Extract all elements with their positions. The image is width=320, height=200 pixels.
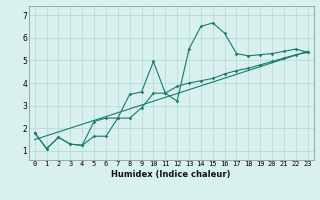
X-axis label: Humidex (Indice chaleur): Humidex (Indice chaleur)	[111, 170, 231, 179]
